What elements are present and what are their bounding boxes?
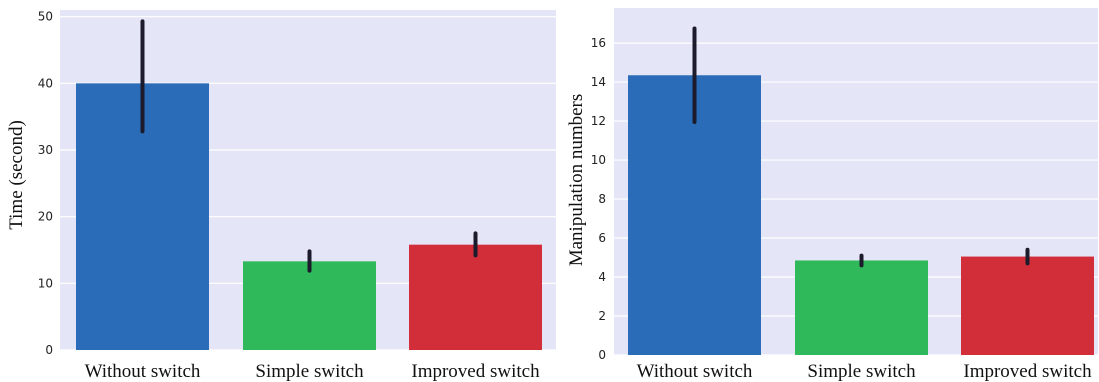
bar-1 — [243, 261, 376, 350]
x-tick-label-2: Improved switch — [963, 361, 1092, 382]
y-tick-label-2: 20 — [38, 210, 53, 224]
y-axis-label: Manipulation numbers — [566, 94, 587, 267]
x-tick-label-0: Without switch — [637, 361, 753, 382]
y-tick-label-8: 16 — [591, 36, 606, 50]
manipulation-bar-chart: 0 2 4 6 8 10 12 14 16 Without switch Simple switch… — [566, 8, 1098, 382]
y-tick-label-4: 8 — [598, 192, 606, 206]
time-bar-chart: 0 10 20 30 40 50 Without switch Simple switch Im… — [6, 10, 556, 382]
bar-2 — [961, 256, 1094, 355]
y-tick-label-5: 10 — [591, 153, 606, 167]
y-tick-label-1: 10 — [38, 276, 53, 290]
y-tick-label-1: 2 — [598, 309, 606, 323]
x-tick-label-2: Improved switch — [411, 361, 540, 382]
y-tick-label-0: 0 — [598, 348, 606, 362]
y-tick-label-3: 6 — [598, 231, 606, 245]
y-tick-label-3: 30 — [38, 143, 53, 157]
y-tick-label-2: 4 — [598, 270, 606, 284]
y-axis-label: Time (second) — [6, 120, 27, 230]
y-tick-label-4: 40 — [38, 76, 53, 90]
y-tick-label-5: 50 — [38, 10, 53, 24]
bar-2 — [409, 244, 542, 350]
y-tick-label-0: 0 — [45, 343, 53, 357]
x-tick-label-0: Without switch — [85, 361, 201, 382]
x-tick-label-1: Simple switch — [255, 361, 364, 382]
y-tick-label-7: 14 — [591, 75, 606, 89]
bar-1 — [795, 260, 928, 355]
y-tick-label-6: 12 — [591, 114, 606, 128]
x-tick-label-1: Simple switch — [807, 361, 916, 382]
